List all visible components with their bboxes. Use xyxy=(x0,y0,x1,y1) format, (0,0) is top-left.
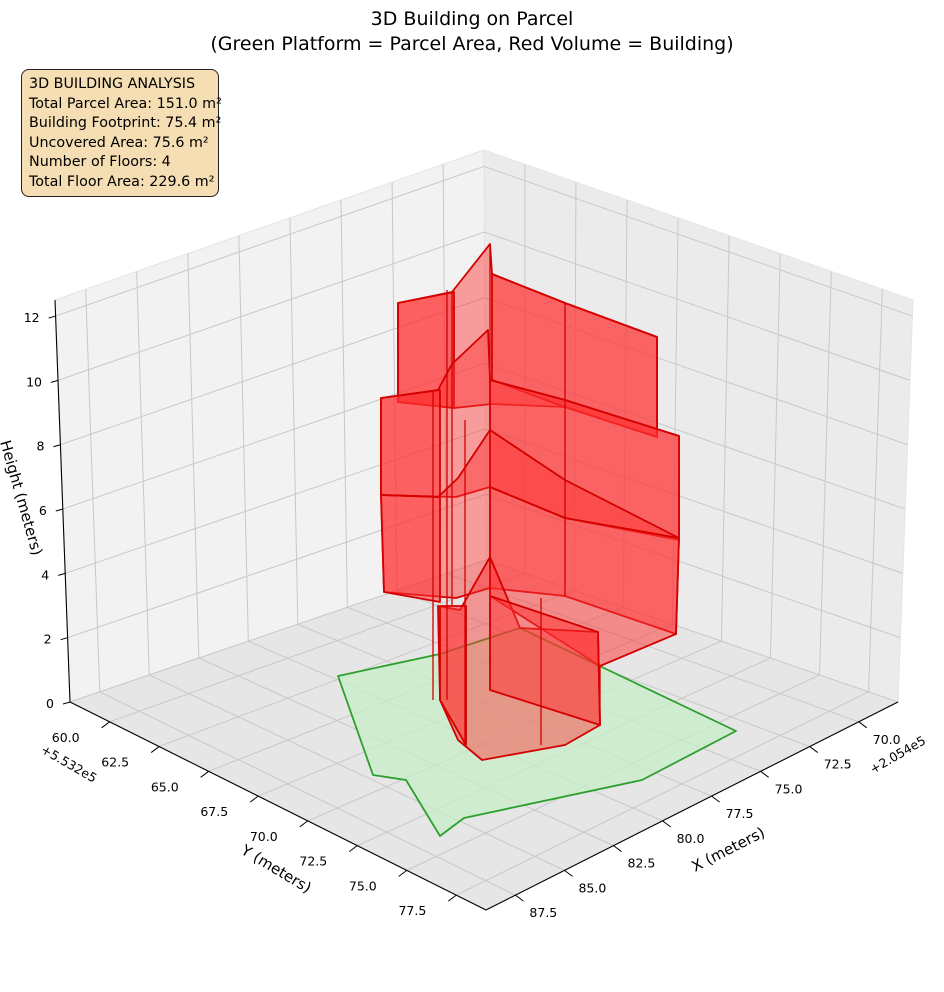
y-tick-label: 75.0 xyxy=(349,878,377,893)
x-tick-label: 85.0 xyxy=(578,880,606,895)
x-tick-mark xyxy=(858,721,868,729)
y-tick-mark xyxy=(299,820,309,828)
chart-title: 3D Building on Parcel xyxy=(371,8,574,30)
parcel-platform xyxy=(337,627,737,837)
z-tick-label: 6 xyxy=(39,503,47,518)
info-line: Total Floor Area: 229.6 m² xyxy=(29,173,215,190)
x-tick-mark xyxy=(711,795,720,803)
y-tick-label: 62.5 xyxy=(101,755,129,770)
x-tick-mark xyxy=(809,746,819,753)
x-tick-label: 72.5 xyxy=(824,757,852,772)
x-tick-label: 70.0 xyxy=(873,732,901,747)
x-tick-label: 82.5 xyxy=(628,856,656,871)
y-grid-line xyxy=(406,271,832,871)
y-tick-label: 67.5 xyxy=(200,804,228,819)
info-line: Number of Floors: 4 xyxy=(29,154,171,170)
z-tick-label: 12 xyxy=(24,310,40,325)
analysis-info-box: 3D BUILDING ANALYSIS Total Parcel Area: … xyxy=(21,69,222,197)
y-grid-line xyxy=(456,289,883,896)
x-tick-label: 80.0 xyxy=(677,831,705,846)
z-tick-mark xyxy=(60,637,68,641)
z-tick-label: 2 xyxy=(44,632,52,647)
z-grid-line xyxy=(60,297,908,446)
y-offset-label: +5.532e5 xyxy=(39,742,100,786)
x-tick-mark xyxy=(564,869,573,877)
y-tick-mark xyxy=(200,770,209,778)
building-floor-4-wall xyxy=(397,291,455,409)
x-tick-mark xyxy=(662,820,671,828)
z-grid-line xyxy=(69,559,899,703)
y-tick-mark xyxy=(348,845,358,853)
y-tick-mark xyxy=(249,795,259,803)
info-line: Building Footprint: 75.4 m² xyxy=(29,115,222,131)
z-grid-line xyxy=(62,362,906,510)
z-tick-label: 10 xyxy=(26,374,42,389)
x-tick-label: 75.0 xyxy=(775,781,803,796)
y-tick-mark xyxy=(150,746,160,753)
x-tick-label: 77.5 xyxy=(726,806,754,821)
z-tick-mark xyxy=(50,379,59,383)
z-grid-line xyxy=(67,493,901,639)
x-tick-mark xyxy=(515,894,524,902)
z-grid-line xyxy=(57,231,911,381)
x-axis-line xyxy=(485,701,899,911)
y-tick-mark xyxy=(101,721,110,729)
z-axis-label: Height (meters) xyxy=(0,438,46,557)
y-axis-line xyxy=(69,701,487,911)
y-tick-label: 72.5 xyxy=(299,854,327,869)
y-tick-label: 60.0 xyxy=(52,730,80,745)
tick-labels: 0 2 4 6 8 10 12 60.0 62.5 65.0 67.5 70.0 72.5 75.0 77.… xyxy=(24,310,901,920)
chart-subtitle: (Green Platform = Parcel Area, Red Volum… xyxy=(210,33,733,55)
x-tick-mark xyxy=(760,770,769,778)
x-grid-line xyxy=(85,289,516,896)
info-heading: 3D BUILDING ANALYSIS xyxy=(29,76,196,92)
z-grid-line xyxy=(55,165,913,317)
z-axis-line xyxy=(54,299,71,703)
building-floor-3-wall xyxy=(380,389,441,498)
y-tick-label: 70.0 xyxy=(250,829,278,844)
x-tick-label: 87.5 xyxy=(529,905,557,920)
z-tick-label: 8 xyxy=(36,439,44,454)
z-tick-mark xyxy=(55,508,63,512)
y-tick-label: 77.5 xyxy=(398,903,426,918)
x-tick-mark xyxy=(613,845,622,853)
z-tick-mark xyxy=(62,701,71,705)
info-line: Uncovered Area: 75.6 m² xyxy=(29,134,209,151)
plot-volumes xyxy=(337,243,737,837)
z-tick-mark xyxy=(53,444,61,448)
info-line: Total Parcel Area: 151.0 m² xyxy=(29,95,222,112)
y-axis-label: Y (meters) xyxy=(237,840,314,896)
z-tick-mark xyxy=(58,572,66,576)
building-floor-2-wall xyxy=(380,494,441,603)
y-tick-mark xyxy=(398,869,408,877)
y-tick-label: 65.0 xyxy=(151,779,179,794)
y-tick-mark xyxy=(447,894,457,902)
z-tick-mark xyxy=(48,315,56,319)
axis-lines xyxy=(48,299,899,911)
z-tick-label: 4 xyxy=(41,567,49,582)
z-tick-label: 0 xyxy=(46,696,54,711)
z-grid-line xyxy=(65,428,903,574)
